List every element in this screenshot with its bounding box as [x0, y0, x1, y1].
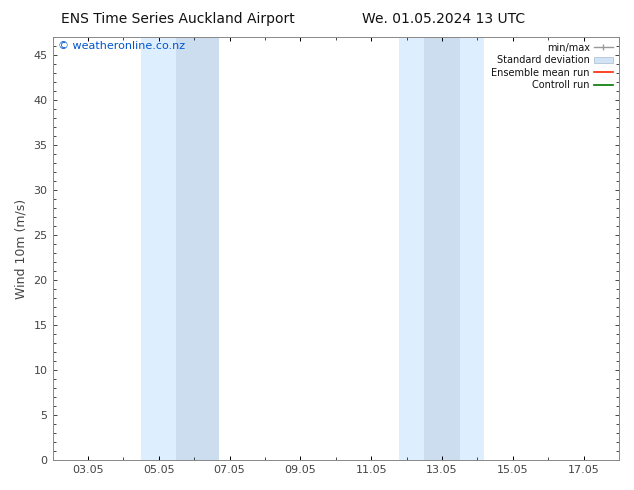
Text: © weatheronline.co.nz: © weatheronline.co.nz [58, 41, 185, 51]
Bar [176, 37, 219, 460]
Legend: min/max, Standard deviation, Ensemble mean run, Controll run: min/max, Standard deviation, Ensemble me… [488, 39, 617, 94]
Text: We. 01.05.2024 13 UTC: We. 01.05.2024 13 UTC [362, 12, 526, 26]
Bar [399, 37, 424, 460]
Bar [141, 37, 176, 460]
Text: ENS Time Series Auckland Airport: ENS Time Series Auckland Airport [61, 12, 294, 26]
Bar [460, 37, 484, 460]
Y-axis label: Wind 10m (m/s): Wind 10m (m/s) [15, 198, 28, 299]
Bar [424, 37, 460, 460]
